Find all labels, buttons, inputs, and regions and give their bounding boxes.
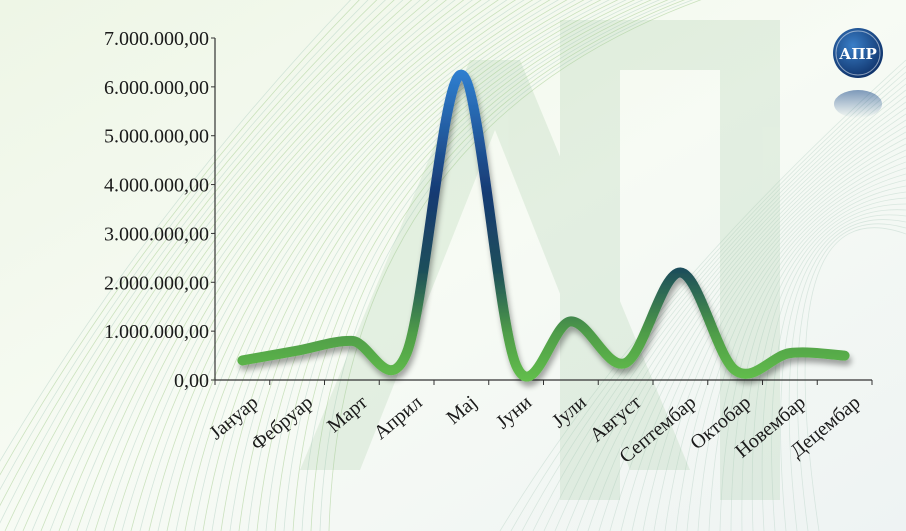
logo-text: АПР — [839, 45, 877, 63]
pattern-curve — [76, 0, 465, 531]
pattern-curve — [319, 0, 694, 531]
pattern-curve — [13, 0, 404, 531]
pattern-curve — [310, 0, 686, 531]
pattern-curve — [631, 131, 906, 531]
series-line — [237, 69, 850, 382]
pattern-curve — [543, 83, 906, 531]
pattern-curve — [642, 137, 906, 531]
pattern-curve — [67, 0, 456, 531]
pattern-curve — [49, 0, 439, 531]
pattern-curve — [788, 219, 906, 531]
pattern-curve — [85, 0, 474, 531]
pattern-curve — [148, 0, 534, 531]
pattern-curve — [730, 185, 906, 531]
pattern-curve — [576, 101, 906, 531]
pattern-curve — [771, 209, 906, 531]
y-tick-label: 5.000.000,00 — [104, 126, 209, 148]
pattern-curve — [139, 0, 525, 531]
pattern-curve — [587, 107, 906, 531]
pattern-curve — [609, 119, 906, 531]
pattern-curve — [653, 143, 906, 531]
pattern-curve — [686, 161, 906, 531]
pattern-curve — [184, 0, 568, 531]
pattern-curve — [598, 113, 906, 531]
y-tick-label: 7.000.000,00 — [104, 28, 209, 50]
logo: АПР — [833, 28, 883, 118]
pattern-curve — [301, 0, 677, 531]
pattern-curve — [175, 0, 560, 531]
pattern-curve — [4, 0, 395, 531]
series-line-group — [237, 69, 850, 382]
pattern-curve — [202, 0, 585, 531]
y-tick-label: 4.000.000,00 — [104, 175, 209, 197]
pattern-curve — [719, 179, 906, 531]
y-tick-label: 2.000.000,00 — [104, 272, 209, 294]
y-tick-label: 0,00 — [174, 370, 209, 392]
pattern-curve — [31, 0, 421, 531]
pattern-curve — [238, 0, 619, 531]
pattern-curve — [211, 0, 594, 531]
pattern-curve — [247, 0, 627, 531]
pattern-curve — [58, 0, 448, 531]
pattern-curve — [708, 173, 906, 531]
pattern-curve — [532, 77, 906, 531]
pattern-curve — [499, 59, 906, 531]
pattern-curve — [112, 0, 499, 531]
y-tick-label: 3.000.000,00 — [104, 223, 209, 245]
pattern-curve — [103, 0, 491, 531]
pattern-curve — [220, 0, 602, 531]
logo-circle — [833, 28, 883, 78]
pattern-curve — [40, 0, 430, 531]
pattern-curve — [94, 0, 482, 531]
pattern-curve — [0, 0, 369, 491]
pattern-curve — [780, 214, 906, 531]
pattern-curve — [697, 167, 906, 531]
pattern-curve — [675, 155, 906, 531]
pattern-curve — [510, 65, 906, 531]
pattern-curve — [0, 0, 378, 507]
pattern-curve — [521, 71, 906, 531]
pattern-curve — [121, 0, 508, 531]
y-tick-label: 1.000.000,00 — [104, 321, 209, 343]
pattern-curve — [274, 0, 652, 531]
pattern-curve — [166, 0, 551, 531]
pattern-curve — [0, 0, 352, 462]
pattern-curve — [22, 0, 413, 531]
pattern-curve — [761, 203, 906, 531]
y-tick-label: 6.000.000,00 — [104, 77, 209, 99]
pattern-curve — [157, 0, 542, 531]
pattern-curve — [130, 0, 517, 531]
pattern-curve — [292, 0, 669, 531]
y-tick-labels: 0,00 1.000.000,00 2.000.000,00 3.000.000,00… — [104, 28, 215, 392]
pattern-curve — [256, 0, 636, 531]
pattern-curve — [741, 191, 906, 531]
pattern-curve — [620, 125, 906, 531]
pattern-curve — [0, 0, 360, 476]
pattern-curve — [283, 0, 661, 531]
pattern-curve — [664, 149, 906, 531]
pattern-curve — [796, 223, 906, 531]
pattern-curve — [229, 0, 611, 531]
pattern-curve — [804, 227, 906, 531]
pattern-curve — [0, 0, 387, 524]
pattern-curve — [751, 197, 906, 531]
pattern-curve — [265, 0, 644, 531]
pattern-curve — [193, 0, 577, 531]
logo-reflection — [834, 90, 882, 118]
